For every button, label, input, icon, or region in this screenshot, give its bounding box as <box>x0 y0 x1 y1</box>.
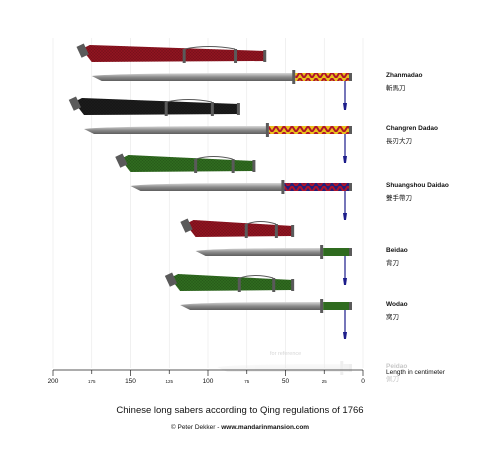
blade <box>130 183 283 191</box>
axis-title: Length in centimeter <box>386 369 445 376</box>
credit-line: © Peter Dekker - www.mandarinmansion.com <box>0 424 480 431</box>
scabbard-chape <box>115 153 128 168</box>
grip <box>295 73 349 81</box>
grip <box>323 302 349 310</box>
tassel <box>343 156 347 163</box>
tick-label: 50 <box>281 378 290 385</box>
tassel <box>343 332 347 339</box>
scabbard-band <box>237 278 241 292</box>
reference-note: for reference <box>270 351 302 357</box>
guard <box>292 70 296 84</box>
sword-rows <box>68 43 352 375</box>
tassel <box>343 213 347 220</box>
sword-name: Zhanmadao <box>386 72 423 79</box>
scabbard-band <box>231 159 235 173</box>
blade <box>180 302 322 310</box>
sword-chinese-name: 佩刀 <box>386 375 399 383</box>
scabbard-texture <box>74 98 239 115</box>
sword-chinese-name: 長刃大刀 <box>386 137 412 145</box>
tassel <box>343 103 347 110</box>
sword-chinese-name: 窝刀 <box>386 313 399 321</box>
sword-name: Shuangshou Daidao <box>386 182 449 189</box>
sword-peidao <box>217 361 352 375</box>
tick-label: 25 <box>321 379 327 384</box>
grip <box>343 364 349 372</box>
sword-zhanmadao <box>76 43 352 110</box>
pommel <box>349 364 352 372</box>
scabbard-throat <box>291 279 295 291</box>
sword-name: Changren Dadao <box>386 125 439 132</box>
sword-chinese-name: 斬馬刀 <box>386 84 406 92</box>
scabbard-texture <box>170 274 294 291</box>
scabbard-band <box>272 278 276 292</box>
sword-beidao <box>180 218 352 285</box>
guard <box>320 245 324 259</box>
scabbard-throat <box>291 225 295 237</box>
pommel <box>349 73 352 81</box>
sword-changren-dadao <box>68 96 352 163</box>
tick-label: 0 <box>361 378 365 385</box>
credit-owner: © Peter Dekker - <box>170 424 222 431</box>
guard <box>281 180 285 194</box>
scabbard-chape <box>68 96 82 111</box>
blade <box>91 73 294 81</box>
pommel <box>349 302 352 310</box>
sword-name: Peidao <box>386 363 408 370</box>
blade <box>195 248 322 256</box>
scabbard-chape <box>164 272 178 287</box>
suspension-strap <box>166 99 212 103</box>
grip <box>284 183 349 191</box>
blade <box>217 364 342 372</box>
tick-label: 200 <box>47 378 59 385</box>
scabbard-band <box>234 49 238 63</box>
scabbard-texture <box>120 155 255 172</box>
scabbard-texture <box>185 220 294 237</box>
scabbard-band <box>182 49 186 63</box>
tick-label: 175 <box>87 379 96 384</box>
scabbard-chape <box>180 218 193 233</box>
sword-name: Wodao <box>386 301 408 308</box>
scabbard-band <box>244 224 248 238</box>
grip <box>323 248 349 256</box>
sword-name: Beidao <box>386 247 408 254</box>
scabbard-band <box>210 102 214 116</box>
grip <box>268 126 349 134</box>
sword-shuangshou-daidao <box>115 153 352 220</box>
tick-label: 75 <box>244 379 250 384</box>
suspension-strap <box>239 275 274 279</box>
scabbard-throat <box>263 50 267 62</box>
scabbard-throat <box>252 160 256 172</box>
tick-label: 150 <box>125 378 136 385</box>
suspension-strap <box>246 221 277 225</box>
sword-chinese-name: 雙手帶刀 <box>386 194 412 202</box>
sword-wodao <box>164 272 352 339</box>
tick-label: 125 <box>165 379 174 384</box>
credit-website: www.mandarinmansion.com <box>221 424 310 431</box>
scabbard-band <box>194 159 198 173</box>
tassel <box>343 278 347 285</box>
pommel <box>349 248 352 256</box>
sword-chinese-name: 背刀 <box>386 259 399 267</box>
scabbard-band <box>274 224 278 238</box>
pommel <box>349 126 352 134</box>
scabbard-throat <box>236 103 240 115</box>
suspension-strap <box>196 156 233 160</box>
suspension-strap <box>184 46 236 50</box>
length-axis <box>52 369 364 376</box>
guard <box>340 361 344 375</box>
blade <box>84 126 267 134</box>
scabbard-band <box>164 102 168 116</box>
pommel <box>349 183 352 191</box>
guard <box>320 299 324 313</box>
scabbard-texture <box>81 45 266 62</box>
guard <box>265 123 269 137</box>
tick-label: 100 <box>202 378 214 385</box>
scabbard-chape <box>76 43 89 58</box>
diagram-caption: Chinese long sabers according to Qing re… <box>116 405 364 416</box>
axis-gridlines <box>52 38 364 368</box>
